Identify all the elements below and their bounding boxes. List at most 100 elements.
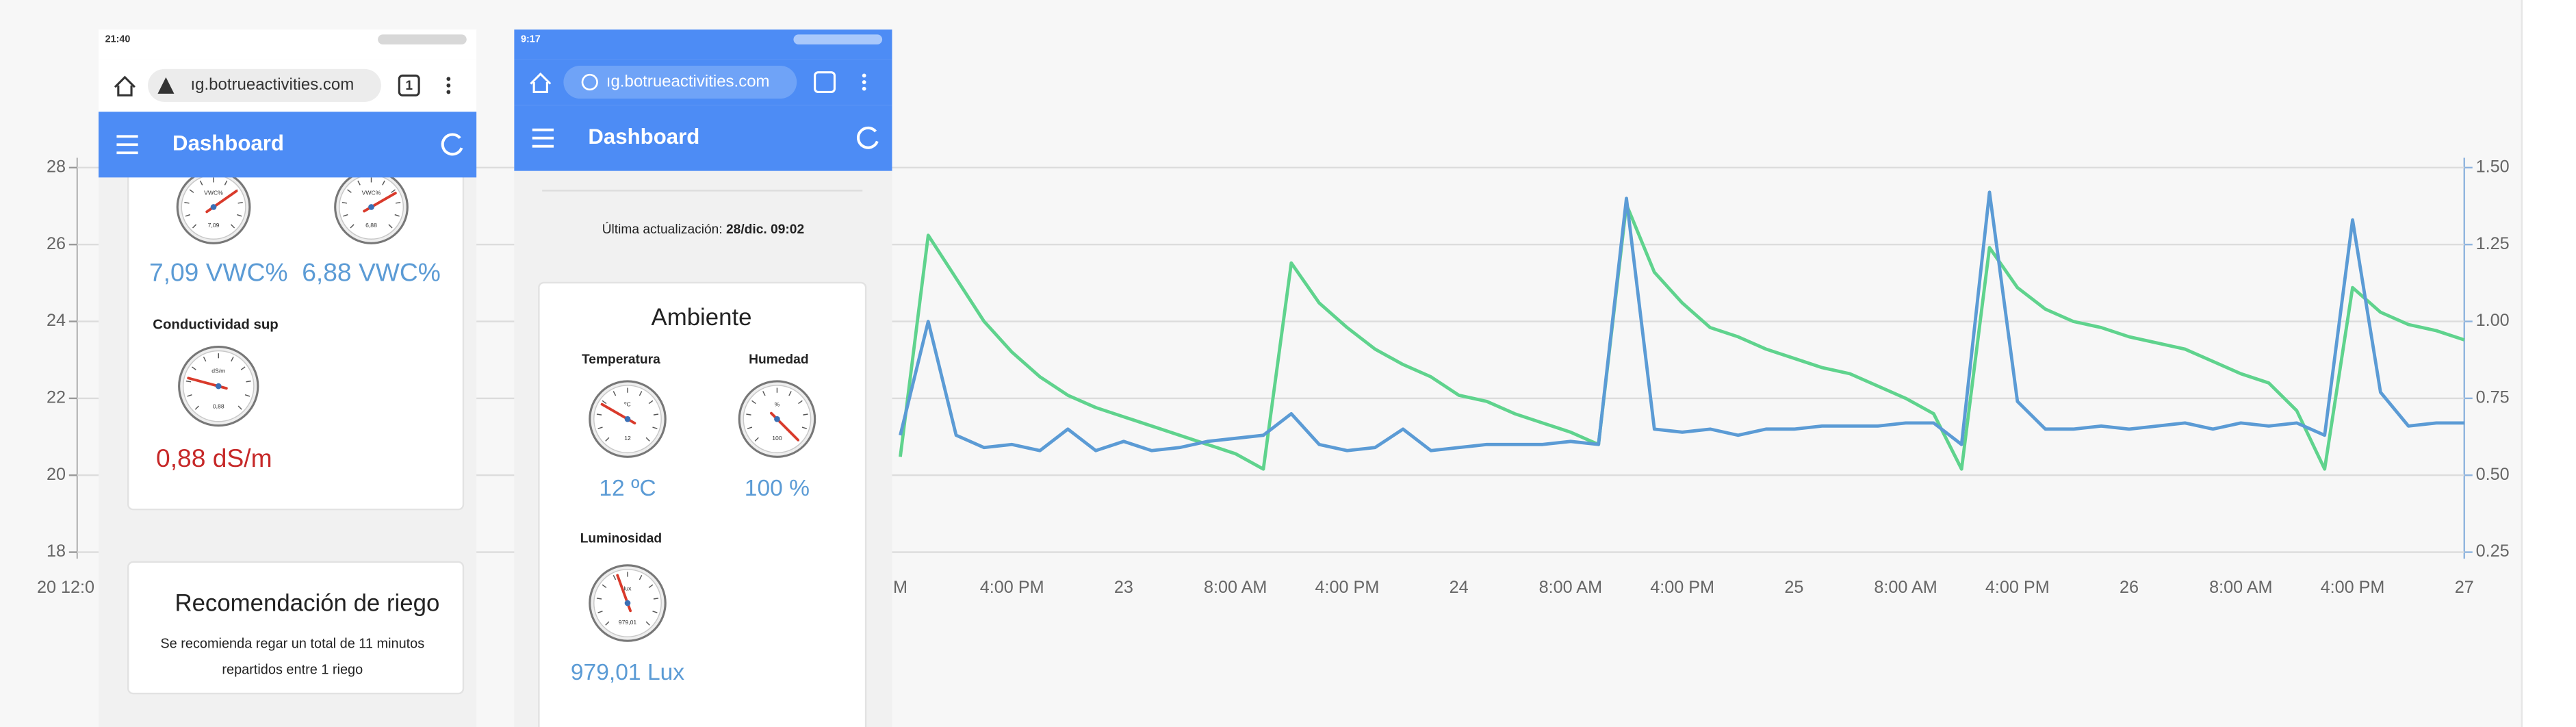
gauge-tick	[613, 575, 617, 581]
tabs-button[interactable]	[814, 71, 836, 93]
gauge-tick	[645, 621, 650, 626]
tabs-button[interactable]	[398, 74, 420, 97]
gauge-tick	[244, 394, 250, 397]
gauge-tick	[596, 413, 602, 416]
gauge-tick	[602, 584, 607, 589]
item-label: Temperatura	[582, 353, 660, 367]
gauge-tick	[596, 598, 602, 600]
menu-dot[interactable]	[862, 86, 866, 91]
warning-icon	[157, 77, 175, 94]
card-text: Se recomienda regar un total de 11 minut…	[160, 636, 424, 651]
gauge-tick	[639, 575, 643, 581]
gauge-tick	[388, 224, 393, 229]
gauge-tick	[653, 598, 659, 600]
last-update-value: 28/dic. 09:02	[726, 222, 804, 237]
x-tick-label: 26	[2120, 578, 2139, 597]
gauge-tick	[189, 189, 194, 193]
x-tick-label: 4:00 PM	[1315, 578, 1380, 597]
gauge-tick	[231, 224, 235, 229]
gauge-tick	[237, 214, 242, 217]
refresh-button[interactable]	[441, 133, 463, 156]
gauge-tick	[751, 400, 756, 405]
gauge-tick	[246, 380, 251, 383]
status-icons	[793, 34, 883, 44]
reading: 7,09 VWC%	[149, 258, 288, 287]
x-tick-label: 8:00 AM	[1539, 578, 1602, 597]
y-tick-label: 22	[47, 388, 66, 407]
gauge-tick	[605, 437, 610, 442]
y-tick-label: 18	[47, 541, 66, 561]
gauge-tick	[597, 611, 603, 613]
x-tick-label: 8:00 AM	[1874, 578, 1937, 597]
home-button[interactable]	[114, 75, 136, 97]
gauge-tick	[652, 426, 658, 429]
home-button[interactable]	[530, 72, 552, 93]
item-label: Humedad	[749, 353, 808, 367]
gauge-tick	[350, 224, 355, 229]
toolbar	[514, 105, 892, 171]
status-icons	[378, 34, 467, 44]
series-line	[899, 203, 2465, 471]
gauge-tick	[347, 189, 352, 193]
menu-dot[interactable]	[862, 80, 866, 84]
url-pill[interactable]	[563, 66, 797, 99]
gauge-tick	[754, 437, 759, 442]
card-title: Recomendación de riego	[175, 590, 439, 617]
gauge-hub	[210, 204, 217, 210]
x-tick-label: 4:00 PM	[2321, 578, 2385, 597]
card-text: repartidos entre 1 riego	[222, 663, 363, 678]
gauge-tick	[747, 426, 753, 429]
gauge-tick	[746, 413, 751, 416]
gauge-tick	[653, 413, 659, 416]
gauge-value: 979,01	[619, 619, 637, 626]
gauge-unit: lux	[623, 585, 632, 591]
gauge-unit: VWC%	[362, 190, 381, 196]
gauge-tick	[801, 426, 808, 429]
side-panel	[2521, 0, 2576, 727]
gauge-value: 0,88	[213, 403, 224, 409]
gauge-tick	[648, 584, 654, 589]
gauge-tick	[187, 394, 192, 397]
gauge-tick	[788, 391, 792, 396]
toolbar-title: Dashboard	[588, 125, 699, 149]
x-tick-label: 23	[1114, 578, 1133, 597]
x-tick-label: 4:00 PM	[980, 578, 1044, 597]
menu-dot[interactable]	[446, 90, 451, 94]
item-label: Luminosidad	[580, 531, 662, 546]
menu-dot[interactable]	[862, 73, 866, 78]
gauge-hub	[624, 600, 631, 607]
phone-right: Última actualización: 28/dic. 09:02 Ambie…	[514, 29, 892, 727]
reading: 0,88 dS/m	[156, 444, 272, 472]
x-tick-label: 4:00 PM	[1650, 578, 1714, 597]
y2-tick-label: 0.50	[2476, 465, 2510, 484]
gauge-tick	[194, 405, 199, 410]
menu-dot[interactable]	[446, 83, 451, 88]
gauge-tick	[240, 366, 246, 370]
y2-tick-label: 1.25	[2476, 234, 2510, 253]
gauge-tick	[605, 621, 610, 626]
gauge-tick	[192, 366, 196, 370]
gauge-tick	[185, 214, 191, 217]
url-pill[interactable]	[148, 68, 381, 102]
y2-tick-label: 0.25	[2476, 541, 2510, 561]
background-chart: 20 12:0 1.50 1.25 1.00 0.75 0.50 0.25 18 20 22 24…	[37, 157, 2510, 598]
gauge-unit: dS/m	[211, 368, 225, 374]
gauge-tick	[357, 180, 361, 186]
last-update-label: Última actualización:	[602, 222, 723, 237]
recommendation-card	[127, 561, 465, 695]
info-icon	[581, 73, 598, 91]
gauge-unit: ºC	[624, 400, 630, 407]
gauge-unit: VWC%	[204, 190, 223, 196]
toolbar-title: Dashboard	[172, 131, 284, 155]
gauge-tick	[645, 437, 650, 442]
url-text: ıg.botrueactivities.com	[606, 72, 770, 90]
card-title: Ambiente	[652, 304, 752, 331]
gauge-tick	[237, 405, 242, 410]
y-tick-label: 24	[47, 311, 66, 330]
gauge-tick	[382, 180, 385, 186]
gauge-tick	[803, 413, 808, 416]
gauge-tick	[394, 214, 400, 217]
refresh-button[interactable]	[857, 126, 879, 149]
menu-dot[interactable]	[446, 77, 451, 81]
